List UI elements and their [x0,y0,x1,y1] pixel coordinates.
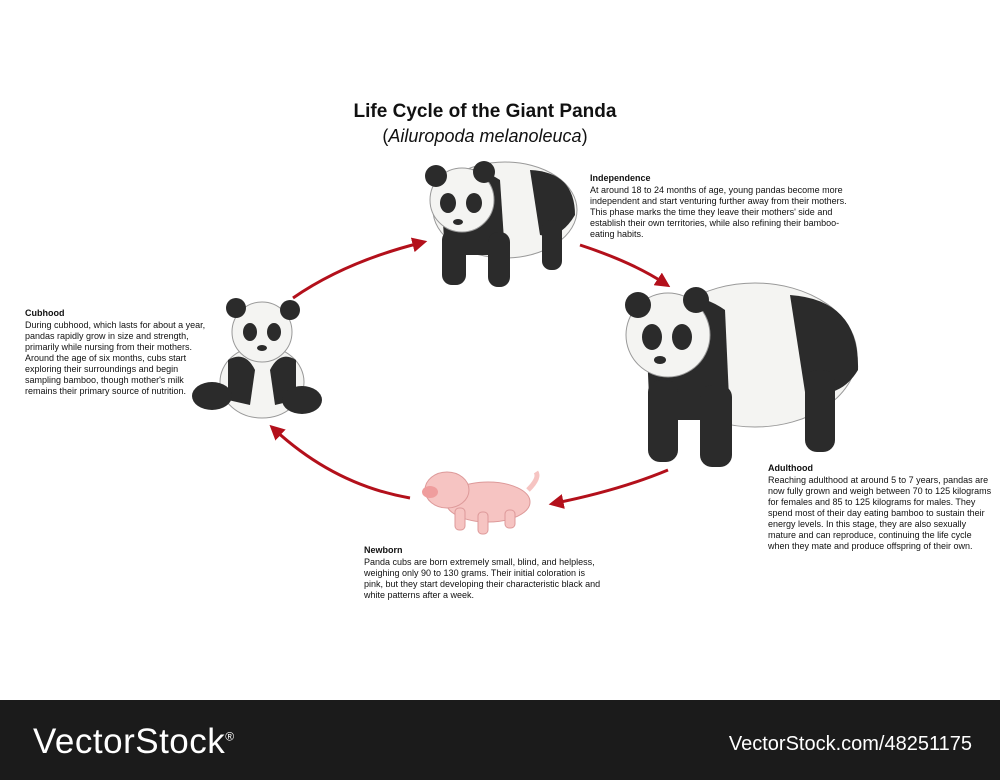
independence-description: Independence At around 18 to 24 months o… [590,173,850,240]
arrow-adulthood-to-newborn [548,468,669,509]
arrow-cubhood-to-independence [292,237,428,300]
cubhood-text: During cubhood, which lasts for about a … [25,320,206,396]
adulthood-description: Adulthood Reaching adulthood at around 5… [768,463,993,552]
independence-panda-image [425,161,578,287]
cycle-arrows [269,237,671,509]
stock-id: VectorStock.com/48251175 [728,733,972,755]
cubhood-heading: Cubhood [25,308,65,318]
arrow-independence-to-adulthood [579,243,671,288]
diagram-title: Life Cycle of the Giant Panda [353,101,617,122]
adulthood-heading: Adulthood [768,463,813,473]
newborn-panda-image [422,470,540,535]
vectorstock-logo: VectorStock® [33,722,235,761]
cubhood-panda-image [192,298,322,419]
scientific-name: Ailuropoda melanoleuca [388,126,582,146]
cubhood-description: Cubhood During cubhood, which lasts for … [25,308,210,397]
newborn-heading: Newborn [364,545,403,555]
newborn-text: Panda cubs are born extremely small, bli… [364,557,601,600]
adulthood-panda-image [625,282,859,467]
life-cycle-illustration [192,161,859,535]
diagram-subtitle: (Ailuropoda melanoleuca) [382,126,588,146]
watermark-footer: VectorStock® VectorStock.com/48251175 [0,700,1000,780]
independence-text: At around 18 to 24 months of age, young … [590,185,847,239]
arrow-newborn-to-cubhood [269,424,411,500]
adulthood-text: Reaching adulthood at around 5 to 7 year… [768,475,992,551]
newborn-description: Newborn Panda cubs are born extremely sm… [364,545,602,601]
independence-heading: Independence [590,173,651,183]
